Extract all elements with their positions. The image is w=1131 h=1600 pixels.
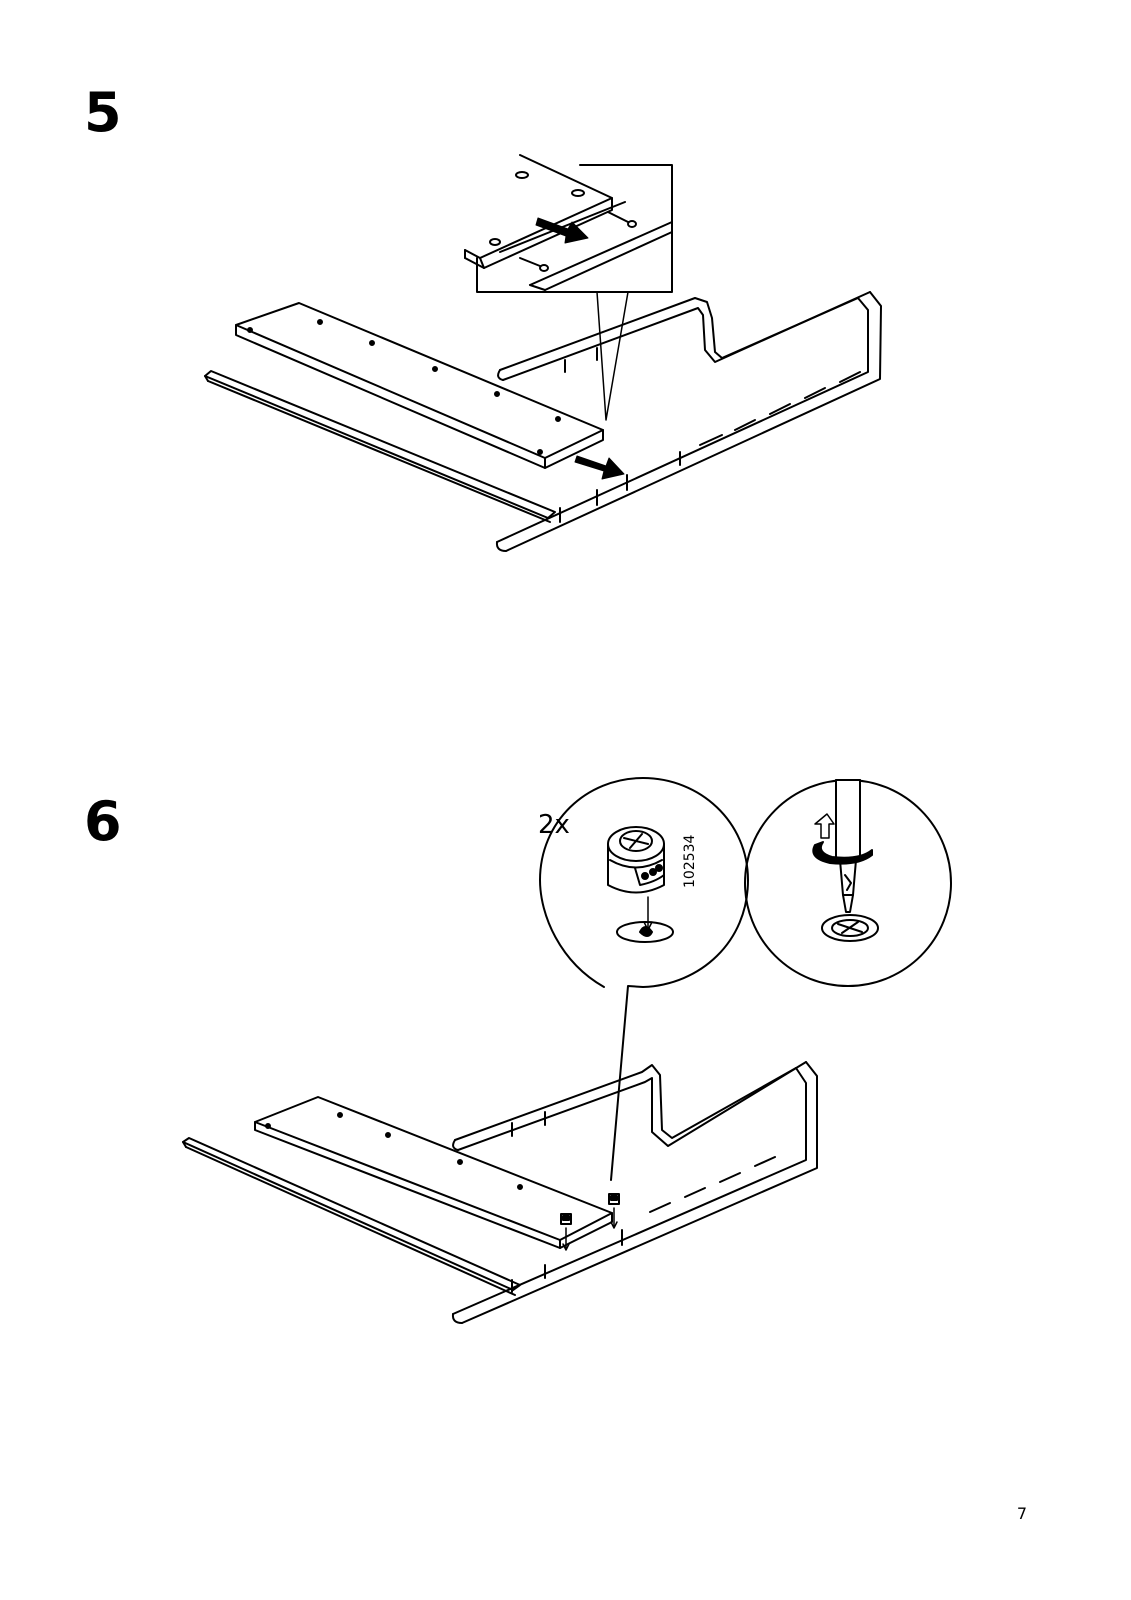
board-panel — [235, 302, 604, 469]
cam-lock-detail-callout: 2x 102534 — [538, 777, 749, 1181]
step-5-number: 5 — [84, 81, 122, 144]
detail-inset — [464, 154, 673, 293]
quantity-label: 2x — [538, 810, 570, 840]
screw-icon — [519, 257, 549, 272]
screw-icon — [607, 211, 637, 228]
drilled-hole-icon — [616, 921, 674, 943]
side-rail — [182, 1137, 521, 1296]
rotation-arrow-icon — [812, 813, 873, 865]
step-6-illustration: 2x 102534 — [182, 777, 952, 1324]
screwdriver-detail-callout — [744, 779, 952, 987]
cam-lock-fitting-icon — [607, 826, 665, 894]
screwdriver-icon — [835, 779, 861, 913]
step-6-number: 6 — [84, 790, 122, 853]
page-number: 7 — [1016, 1504, 1027, 1523]
slide-direction-arrow-icon — [574, 455, 625, 480]
part-number-label: 102534 — [682, 834, 698, 888]
side-rail — [204, 370, 556, 523]
cam-lock-fitting-icon — [560, 1213, 572, 1251]
board-panel — [254, 1096, 613, 1249]
step-5-illustration — [204, 154, 882, 552]
cam-lock-top-icon — [821, 914, 879, 942]
tubular-frame — [451, 1061, 818, 1324]
cam-lock-fitting-icon — [608, 1193, 620, 1229]
slide-direction-arrow-icon — [535, 217, 589, 244]
tubular-frame — [495, 291, 882, 552]
